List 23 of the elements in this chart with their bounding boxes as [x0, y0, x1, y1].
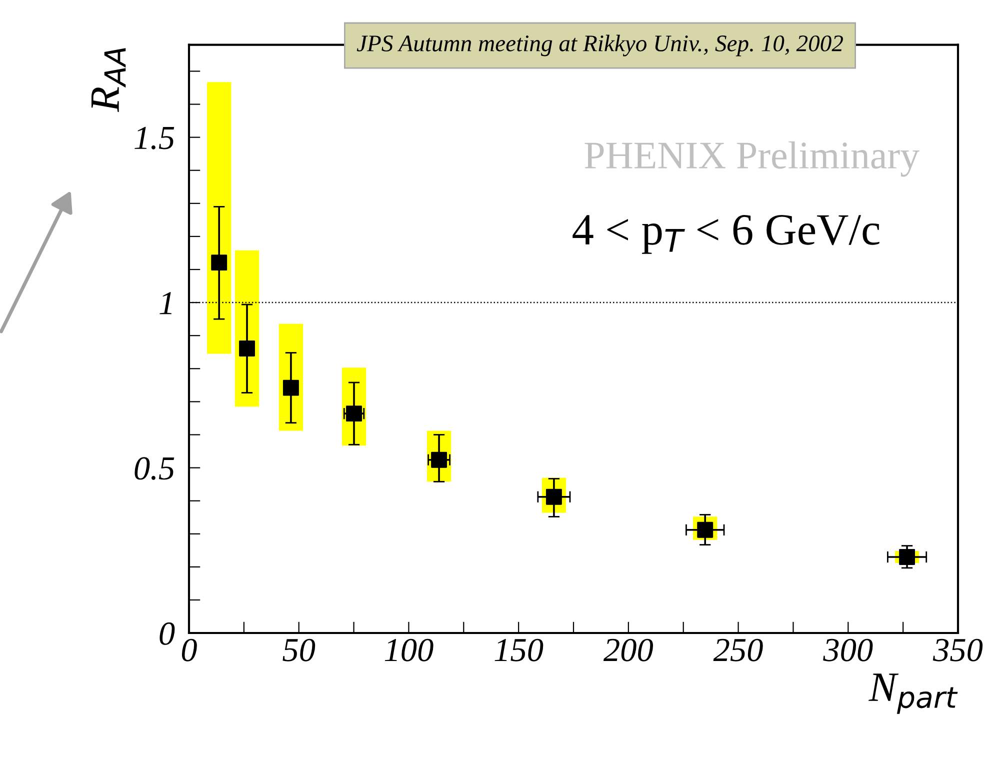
y-tick-label: 1 [160, 292, 172, 314]
bar [207, 82, 232, 354]
point [211, 254, 228, 271]
point [282, 380, 299, 396]
x-tick-label: 300 [823, 638, 873, 662]
y-tick-label: 0.5 [134, 457, 174, 480]
x-tick-label: 100 [384, 638, 434, 662]
annotation: PHENIX Preliminary [584, 141, 920, 177]
y-tick-label: 1.5 [134, 126, 174, 150]
y-tick-label: 0 [160, 622, 175, 645]
point [346, 406, 362, 422]
x-tick-label: 350 [932, 638, 983, 662]
x-tick-label: 50 [282, 638, 316, 662]
annotation: 4 < p$_{T}$ < 6 GeV/c [572, 215, 880, 254]
point [239, 340, 255, 356]
x-tick-label: 150 [494, 638, 544, 662]
x-tick-label: 200 [603, 638, 654, 662]
x-axis-title: N$_{part}$ [868, 674, 958, 714]
x-tick-label: 0 [182, 638, 197, 662]
point [899, 549, 916, 565]
y-axis-title: R$_{AA}$ [92, 48, 126, 112]
chart-title: JPS Autumn meeting at Rikkyo Univ., Sep. 10, 2002 [356, 34, 843, 56]
x-tick-label: 250 [713, 638, 763, 662]
